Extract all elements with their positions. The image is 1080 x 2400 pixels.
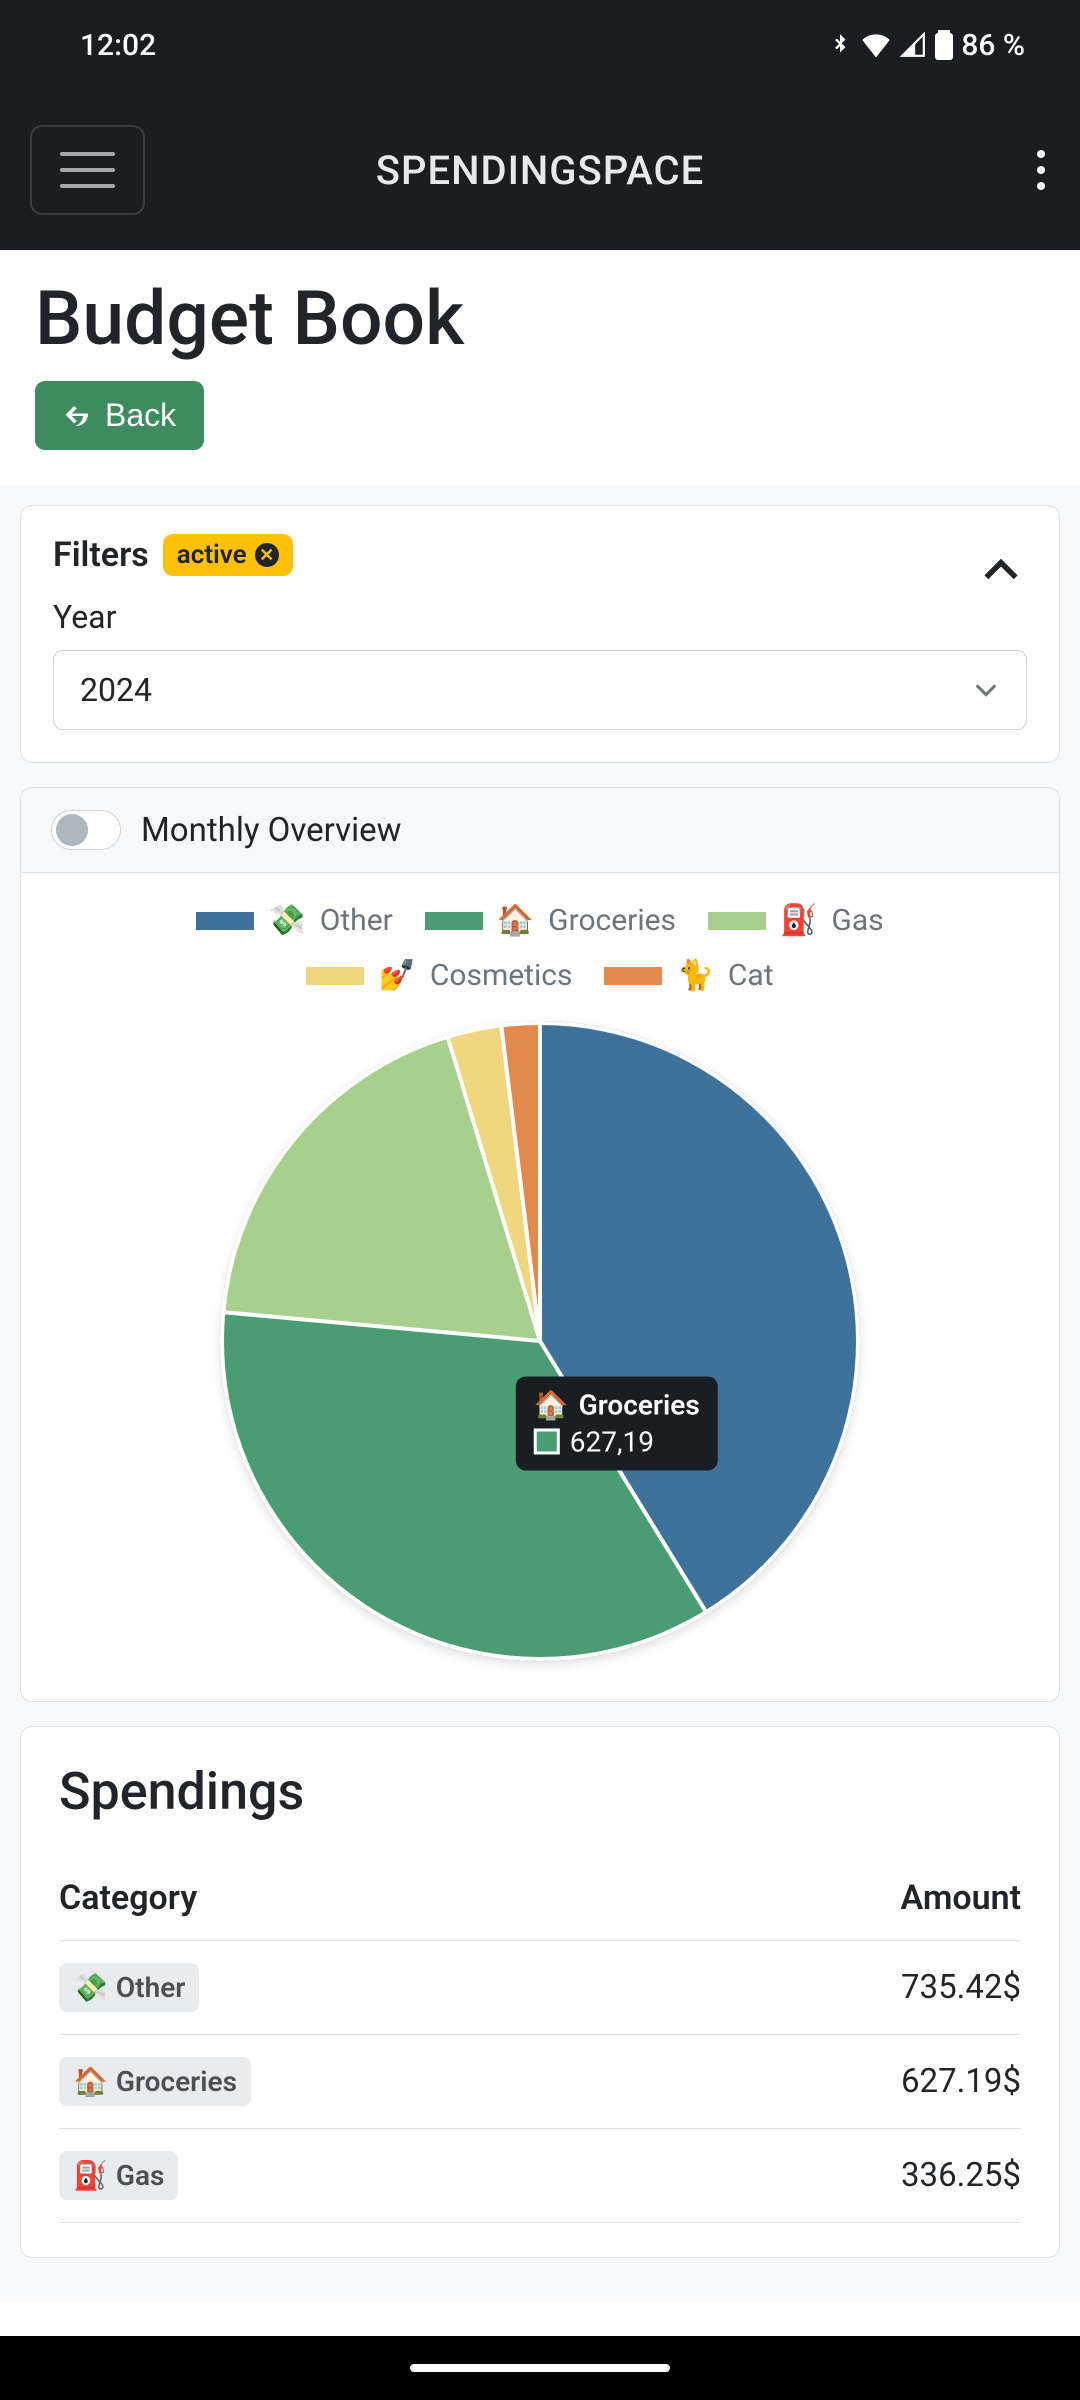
category-pill: 💸Other (59, 1963, 199, 2012)
overview-title: Monthly Overview (141, 811, 401, 850)
spendings-card: Spendings Category Amount 💸Other 735.42$ 🏠… (20, 1726, 1060, 2258)
legend-emoji: ⛽ (780, 903, 817, 938)
status-icons: 86 % (827, 28, 1025, 63)
category-pill: ⛽Gas (59, 2151, 178, 2200)
legend-item[interactable]: 💸 Other (196, 903, 392, 938)
spendings-table: Category Amount 💸Other 735.42$ 🏠Groceries 6… (59, 1856, 1021, 2223)
legend-swatch (425, 912, 483, 930)
category-label: Groceries (116, 2065, 237, 2098)
overview-card: Monthly Overview 💸 Other 🏠 Groceries ⛽ Gas 💅 Co… (20, 787, 1060, 1702)
legend-item[interactable]: 🏠 Groceries (425, 903, 676, 938)
monthly-overview-toggle[interactable] (51, 810, 121, 850)
hamburger-menu-button[interactable] (30, 125, 145, 215)
filters-active-badge[interactable]: active ✕ (163, 534, 293, 576)
status-bar: 12:02 86 % (0, 0, 1080, 90)
category-label: Other (116, 1971, 185, 2004)
legend-item[interactable]: 🐈 Cat (604, 958, 773, 993)
amount-value: 735.42$ (901, 1968, 1021, 2007)
year-select[interactable]: 2024 (53, 650, 1027, 730)
category-emoji: ⛽ (73, 2159, 108, 2192)
chevron-up-icon (979, 548, 1023, 592)
year-label: Year (53, 598, 1027, 636)
wifi-icon (861, 32, 891, 58)
tooltip-swatch (534, 1429, 560, 1455)
year-value: 2024 (80, 671, 152, 709)
back-label: Back (105, 397, 176, 434)
amount-value: 627.19$ (901, 2062, 1021, 2101)
clear-filter-icon[interactable]: ✕ (255, 543, 279, 567)
tooltip-emoji: 🏠 (534, 1388, 569, 1421)
page-header: Budget Book Back (0, 250, 1080, 485)
chevron-down-icon (972, 676, 1000, 704)
legend-label: Cat (728, 958, 774, 993)
pie-chart (220, 1021, 860, 1661)
spendings-title: Spendings (59, 1761, 1021, 1822)
pie-chart-wrap: 🏠 Groceries 627,19 (21, 1011, 1059, 1701)
chart-tooltip: 🏠 Groceries 627,19 (516, 1376, 718, 1470)
more-menu-button[interactable] (1037, 150, 1045, 190)
legend-swatch (604, 967, 662, 985)
filters-title: Filters (53, 535, 149, 575)
legend-label: Groceries (548, 903, 676, 938)
system-nav-bar (0, 2336, 1080, 2400)
chart-legend: 💸 Other 🏠 Groceries ⛽ Gas 💅 Cosmetics 🐈 Cat (21, 873, 1059, 1011)
legend-swatch (196, 912, 254, 930)
app-title: SPENDINGSPACE (376, 147, 705, 194)
spendings-header-row: Category Amount (59, 1856, 1021, 1941)
legend-swatch (306, 967, 364, 985)
nav-handle[interactable] (410, 2364, 670, 2372)
table-row[interactable]: 💸Other 735.42$ (59, 1941, 1021, 2035)
legend-emoji: 🏠 (497, 903, 534, 938)
back-arrow-icon (63, 401, 93, 431)
table-row[interactable]: 🏠Groceries 627.19$ (59, 2035, 1021, 2129)
category-label: Gas (116, 2159, 165, 2192)
col-category: Category (59, 1878, 197, 1918)
filters-header: Filters active ✕ (53, 534, 1027, 576)
bluetooth-icon (827, 32, 853, 58)
overview-header: Monthly Overview (21, 788, 1059, 873)
legend-emoji: 💸 (268, 903, 305, 938)
category-pill: 🏠Groceries (59, 2057, 251, 2106)
back-button[interactable]: Back (35, 381, 204, 450)
battery-icon (935, 30, 953, 60)
filters-badge-text: active (177, 540, 247, 570)
legend-label: Other (320, 903, 393, 938)
legend-label: Cosmetics (430, 958, 573, 993)
legend-item[interactable]: ⛽ Gas (708, 903, 884, 938)
content-area: Filters active ✕ Year 2024 Monthly Overv… (0, 485, 1080, 2302)
tooltip-label: Groceries (579, 1388, 700, 1421)
category-emoji: 💸 (73, 1971, 108, 2004)
legend-item[interactable]: 💅 Cosmetics (306, 958, 572, 993)
collapse-filters-button[interactable] (979, 548, 1023, 596)
legend-label: Gas (831, 903, 883, 938)
table-row[interactable]: ⛽Gas 336.25$ (59, 2129, 1021, 2223)
category-emoji: 🏠 (73, 2065, 108, 2098)
signal-icon (899, 32, 927, 58)
tooltip-value: 627,19 (570, 1425, 654, 1458)
legend-emoji: 💅 (378, 958, 415, 993)
legend-swatch (708, 912, 766, 930)
status-time: 12:02 (80, 28, 156, 63)
filters-card: Filters active ✕ Year 2024 (20, 505, 1060, 763)
app-bar: SPENDINGSPACE (0, 90, 1080, 250)
legend-emoji: 🐈 (676, 958, 713, 993)
page-title: Budget Book (35, 275, 1045, 363)
amount-value: 336.25$ (901, 2156, 1021, 2195)
battery-percent: 86 % (961, 28, 1025, 63)
col-amount: Amount (901, 1878, 1021, 1918)
